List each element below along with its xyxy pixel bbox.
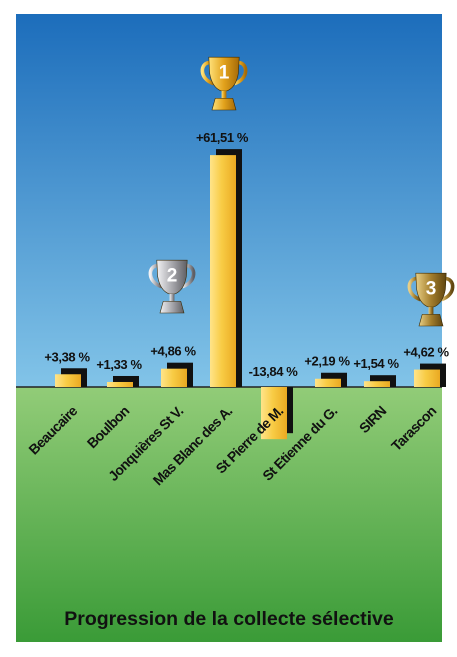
- value-label-st-pierre-de-m: -13,84 %: [249, 364, 299, 379]
- chart-title: Progression de la collecte sélective: [64, 608, 394, 630]
- value-label-jonquieres-st-v: +4,86 %: [150, 344, 196, 359]
- value-label-boulbon: +1,33 %: [96, 357, 142, 372]
- bar-jonquieres-st-v: [161, 369, 187, 387]
- ground-background: [16, 387, 442, 642]
- rank-number: 1: [219, 62, 230, 83]
- rank-number: 2: [167, 265, 178, 286]
- bar-sirn: [364, 381, 390, 387]
- value-label-tarascon: +4,62 %: [403, 345, 449, 360]
- bar-st-etienne-du-g: [315, 379, 341, 387]
- value-label-sirn: +1,54 %: [353, 356, 399, 371]
- value-label-beaucaire: +3,38 %: [44, 349, 90, 364]
- bar-shadow-st-pierre-de-m: [287, 387, 293, 433]
- bar-mas-blanc-des-a: [210, 155, 236, 387]
- value-label-st-etienne-du-g: +2,19 %: [304, 354, 350, 369]
- bar-tarascon: [414, 370, 440, 387]
- bar-boulbon: [107, 382, 133, 387]
- rank-number: 3: [426, 278, 437, 299]
- value-label-mas-blanc-des-a: +61,51 %: [196, 130, 249, 145]
- bar-beaucaire: [55, 374, 81, 387]
